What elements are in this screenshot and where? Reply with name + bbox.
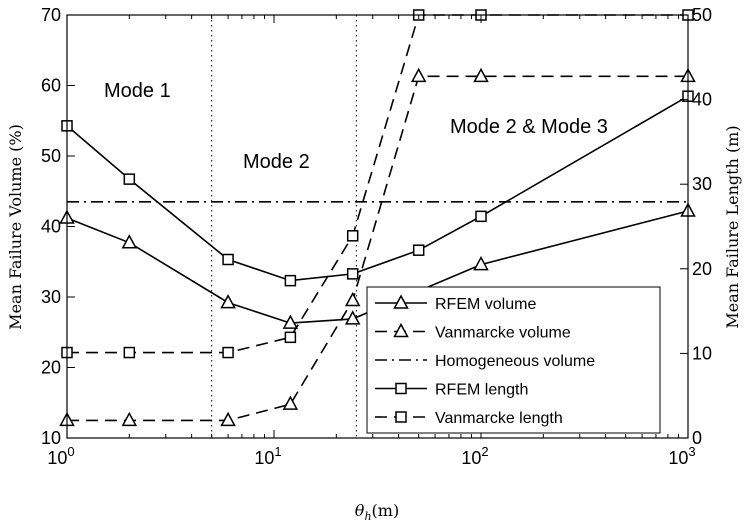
data-point: [284, 331, 297, 344]
data-point: [123, 173, 136, 185]
legend-entry-5: Vanmarcke length: [375, 410, 563, 427]
y-right-tick-label: 40: [692, 90, 712, 110]
x-tick-label: 103: [668, 444, 695, 468]
y-right-tick-label: 10: [692, 343, 712, 363]
legend-entry-3: Homogeneous volume: [375, 353, 595, 370]
data-point: [121, 411, 138, 427]
legend-label: RFEM volume: [435, 296, 536, 313]
x-axis-label: θh(m): [355, 501, 399, 523]
data-point: [222, 346, 234, 359]
legend-marker: [395, 411, 407, 423]
data-point: [284, 274, 297, 287]
data-point: [121, 234, 138, 249]
legend-marker: [393, 322, 409, 338]
data-point: [410, 67, 427, 83]
data-point: [346, 268, 359, 280]
annotation-2: Mode 2: [243, 151, 310, 173]
data-point: [282, 314, 299, 329]
data-point: [344, 291, 361, 307]
legend: RFEM volume Vanmarcke volume Homogeneous v…: [366, 286, 661, 434]
annotation-1: Mode 1: [104, 80, 171, 102]
y-left-tick-label: 50: [41, 146, 61, 166]
x-tick-label: 100: [47, 444, 74, 468]
legend-label: Vanmarcke length: [435, 410, 563, 427]
y-right-tick-label: 30: [692, 174, 712, 194]
series-line: [67, 75, 688, 422]
legend-label: Vanmarcke volume: [435, 325, 571, 342]
data-point: [344, 310, 361, 325]
y-left-tick-label: 20: [41, 358, 61, 378]
data-point: [473, 255, 489, 271]
x-tick-label: 102: [461, 444, 488, 468]
data-point: [475, 210, 487, 223]
legend-marker: [393, 294, 409, 309]
data-point: [282, 395, 299, 410]
data-point: [123, 346, 136, 359]
data-point: [346, 230, 359, 242]
y-axis-label-right: Mean Failure Length (m): [723, 125, 742, 328]
y-right-tick-label: 0: [692, 428, 702, 448]
legend-label: RFEM length: [435, 382, 528, 399]
series-1: [59, 202, 696, 329]
x-tick-label: 101: [254, 444, 281, 468]
data-point: [220, 411, 236, 427]
y-left-tick-label: 30: [41, 287, 61, 307]
series-line: [67, 14, 688, 354]
y-left-tick-label: 10: [41, 428, 61, 448]
legend-entry-1: RFEM volume: [375, 294, 536, 313]
y-right-tick-label: 20: [692, 259, 712, 279]
legend-box: [366, 286, 661, 434]
legend-entry-2: Vanmarcke volume: [375, 322, 571, 342]
y-left-tick-label: 70: [41, 5, 61, 25]
legend-entry-4: RFEM length: [375, 382, 528, 399]
y-left-tick-label: 60: [41, 76, 61, 96]
data-point: [220, 294, 236, 309]
annotation-3: Mode 2 & Mode 3: [450, 116, 608, 138]
data-point: [473, 67, 489, 83]
data-point: [412, 244, 425, 256]
series-line: [66, 95, 689, 282]
data-point: [222, 253, 234, 266]
axes: 100 101 102 103 10 20 30 40 50 60 70 0 10 20 30 40 50: [41, 5, 712, 468]
legend-marker: [395, 382, 407, 395]
legend-label: Homogeneous volume: [435, 353, 595, 370]
y-axis-label-left: Mean Failure Volume (%): [6, 124, 25, 330]
y-right-tick-label: 50: [692, 5, 712, 25]
y-left-tick-label: 40: [41, 217, 61, 237]
